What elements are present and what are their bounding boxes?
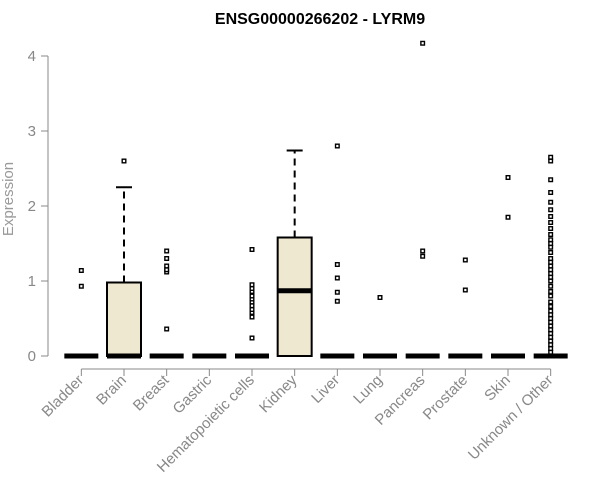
outlier-point	[249, 246, 255, 252]
outlier-point	[420, 248, 426, 254]
outlier-point	[334, 143, 340, 149]
x-tick-label: Prostate	[420, 372, 472, 424]
outlier-point	[548, 249, 554, 255]
outlier-point	[548, 231, 554, 237]
outlier-point	[548, 256, 554, 262]
outlier-point	[505, 174, 511, 180]
y-tick-label: 2	[28, 198, 36, 215]
outlier-point	[164, 326, 170, 332]
outlier-point	[505, 214, 511, 220]
outlier-point	[78, 283, 84, 289]
box-group	[320, 143, 355, 359]
y-tick-label: 4	[28, 48, 36, 65]
y-tick-label: 1	[28, 273, 36, 290]
outlier-point	[164, 256, 170, 262]
outlier-point	[334, 289, 340, 295]
outlier-point	[548, 189, 554, 195]
chart-title: ENSG00000266202 - LYRM9	[215, 11, 425, 28]
y-tick-label: 3	[28, 123, 36, 140]
outlier-point	[420, 40, 426, 46]
box-group	[149, 248, 184, 359]
box	[106, 281, 142, 357]
outlier-point	[334, 298, 340, 304]
y-axis: 0 1 2 3 4	[28, 48, 49, 365]
outlier-point	[548, 207, 554, 213]
box-group	[491, 174, 525, 359]
outlier-point	[249, 335, 255, 341]
box-group	[64, 268, 99, 359]
x-tick-label: Bladder	[39, 372, 88, 421]
x-tick-label: Skin	[481, 372, 514, 405]
outlier-point	[548, 154, 554, 160]
x-tick-label: Kidney	[256, 371, 301, 416]
outlier-point	[462, 257, 468, 263]
outlier-point	[334, 275, 340, 281]
outlier-point	[548, 237, 554, 243]
box-group	[533, 154, 568, 359]
outlier-point	[377, 295, 383, 301]
y-tick-label: 0	[28, 348, 36, 365]
plot-area	[64, 40, 568, 359]
outlier-point	[164, 263, 170, 269]
outlier-point	[548, 225, 554, 231]
box-group	[106, 158, 142, 359]
box-group	[405, 40, 440, 359]
box-group	[276, 149, 313, 357]
outlier-point	[548, 213, 554, 219]
outlier-point	[420, 253, 426, 259]
outlier-point	[164, 248, 170, 254]
outlier-point	[548, 289, 554, 295]
box-group	[363, 295, 397, 359]
x-tick-label: Liver	[308, 372, 343, 407]
outlier-point	[78, 268, 84, 274]
outlier-point	[548, 283, 554, 289]
x-tick-label: Brain	[93, 372, 130, 409]
outlier-point	[249, 314, 255, 320]
x-tick-label: Lung	[350, 372, 386, 408]
y-axis-label: Expression	[0, 162, 17, 236]
outlier-point	[249, 293, 255, 299]
outlier-point	[548, 308, 554, 314]
outlier-point	[121, 158, 127, 164]
outlier-point	[548, 199, 554, 205]
outlier-point	[548, 177, 554, 183]
outlier-point	[548, 304, 554, 310]
box-group	[448, 257, 483, 359]
box-group	[235, 246, 269, 359]
outlier-point	[548, 293, 554, 299]
outlier-point	[249, 282, 255, 288]
x-tick-label: Breast	[130, 371, 173, 414]
outlier-point	[462, 287, 468, 293]
outlier-point	[548, 219, 554, 225]
outlier-point	[334, 262, 340, 268]
outlier-point	[548, 299, 554, 305]
box	[276, 236, 313, 357]
